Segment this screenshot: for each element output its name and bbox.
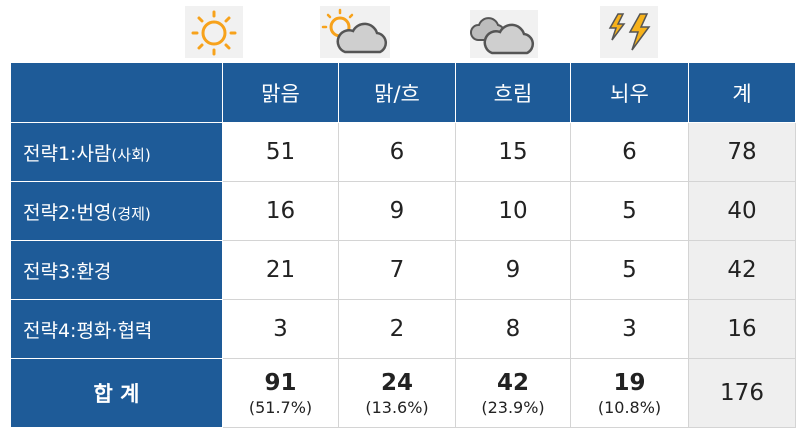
total-cell: 91 (51.7%): [222, 358, 339, 428]
row-label: 전략4:평화·협력: [10, 299, 223, 359]
total-share: (51.7%): [248, 397, 313, 417]
summary-table: 맑음 맑/흐 흐림 뇌우 계 전략1:사람(사회) 51 6 15 6 78 전략2:번영(경제) 1…: [10, 62, 796, 428]
corner-cell: [10, 62, 223, 123]
data-row: 전략4:평화·협력 3 2 8 3 16: [10, 299, 796, 359]
value-cell: 6: [570, 122, 689, 182]
column-header: 계: [688, 62, 796, 123]
row-label-text: 전략2:번영: [23, 201, 112, 224]
row-label-text: 전략4:평화·협력: [23, 319, 153, 342]
row-label: 전략2:번영(경제): [10, 181, 223, 241]
total-share: (23.9%): [481, 397, 545, 417]
total-cell: 176: [688, 358, 796, 428]
row-label: 전략3:환경: [10, 240, 223, 300]
column-header: 흐림: [455, 62, 571, 123]
value-cell: 15: [455, 122, 571, 182]
total-share: (13.6%): [365, 397, 429, 417]
total-value: 19: [613, 369, 646, 396]
data-row: 전략2:번영(경제) 16 9 10 5 40: [10, 181, 796, 241]
value-cell: 40: [688, 181, 796, 241]
icon-thunder: [600, 6, 658, 58]
value-cell: 7: [338, 240, 456, 300]
total-share: (10.8%): [597, 397, 662, 417]
total-cell: 42 (23.9%): [455, 358, 571, 428]
total-value: 42: [496, 369, 529, 396]
value-cell: 9: [455, 240, 571, 300]
value-cell: 5: [570, 181, 689, 241]
value-cell: 5: [570, 240, 689, 300]
total-label: 합 계: [10, 358, 223, 428]
icon-partly-cloudy: [320, 6, 390, 58]
value-cell: 16: [222, 181, 339, 241]
value-cell: 6: [338, 122, 456, 182]
row-label: 전략1:사람(사회): [10, 122, 223, 182]
total-value: 24: [380, 369, 413, 396]
weather-icons: [185, 6, 658, 58]
total-row: 합 계 91 (51.7%) 24 (13.6%) 42 (23.9%) 19 (10.8%) 1…: [10, 358, 796, 428]
table-body: 전략1:사람(사회) 51 6 15 6 78 전략2:번영(경제) 16 9 10 5 40 전략3:…: [10, 122, 796, 428]
icon-sunny: [185, 6, 243, 58]
value-cell: 16: [688, 299, 796, 359]
header-row: 맑음 맑/흐 흐림 뇌우 계: [10, 62, 796, 123]
row-label-note: (사회): [111, 145, 151, 164]
total-cell: 19 (10.8%): [570, 358, 689, 428]
total-cell: 24 (13.6%): [338, 358, 456, 428]
value-cell: 9: [338, 181, 456, 241]
row-label-text: 전략3:환경: [23, 260, 112, 283]
row-label-note: (경제): [111, 204, 151, 223]
value-cell: 10: [455, 181, 571, 241]
data-row: 전략3:환경 21 7 9 5 42: [10, 240, 796, 300]
icon-cloudy: [470, 10, 538, 58]
column-header: 맑음: [222, 62, 339, 123]
column-header: 맑/흐: [338, 62, 456, 123]
value-cell: 3: [222, 299, 339, 359]
column-header: 뇌우: [570, 62, 689, 123]
total-value: 91: [264, 369, 297, 396]
value-cell: 8: [455, 299, 571, 359]
row-label-text: 전략1:사람: [23, 142, 112, 165]
value-cell: 51: [222, 122, 339, 182]
value-cell: 2: [338, 299, 456, 359]
value-cell: 78: [688, 122, 796, 182]
value-cell: 42: [688, 240, 796, 300]
data-row: 전략1:사람(사회) 51 6 15 6 78: [10, 122, 796, 182]
value-cell: 21: [222, 240, 339, 300]
value-cell: 3: [570, 299, 689, 359]
